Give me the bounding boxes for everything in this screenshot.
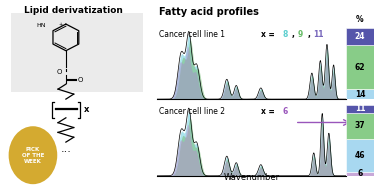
Text: 14: 14 (355, 90, 365, 99)
Text: Cancer cell line 1: Cancer cell line 1 (159, 30, 225, 39)
Text: 37: 37 (355, 121, 366, 130)
Bar (346, 28, 374, 45)
Text: 9: 9 (298, 30, 303, 39)
Bar (346, 45, 374, 89)
Text: O: O (77, 77, 83, 83)
Circle shape (9, 126, 57, 184)
Text: x =: x = (261, 30, 277, 39)
Text: HN: HN (36, 23, 45, 28)
Text: 8: 8 (282, 30, 288, 39)
Text: 11: 11 (355, 104, 365, 113)
Text: +: + (59, 22, 63, 27)
Text: 24: 24 (355, 32, 365, 41)
Text: 11: 11 (313, 30, 323, 39)
Text: 6: 6 (282, 107, 288, 116)
Text: %: % (356, 15, 364, 24)
Text: ,: , (292, 30, 295, 39)
Text: Cancer cell line 2: Cancer cell line 2 (159, 107, 225, 116)
Text: ,: , (307, 30, 310, 39)
Text: 62: 62 (355, 63, 365, 72)
Bar (346, 105, 374, 113)
Bar (346, 113, 374, 139)
Text: Fatty acid profiles: Fatty acid profiles (159, 7, 259, 17)
Text: O: O (57, 69, 62, 75)
Text: Wavenumber: Wavenumber (223, 173, 279, 182)
FancyBboxPatch shape (11, 13, 143, 92)
Text: 6: 6 (358, 169, 363, 178)
Text: PICK
OF THE
WEEK: PICK OF THE WEEK (22, 146, 44, 164)
Bar (346, 171, 374, 176)
Text: x: x (84, 105, 89, 114)
Text: Lipid derivatization: Lipid derivatization (24, 6, 123, 15)
Text: 46: 46 (355, 151, 365, 160)
Text: x =: x = (261, 107, 277, 116)
Text: ···: ··· (60, 147, 71, 157)
Bar (346, 89, 374, 99)
Bar (346, 139, 374, 171)
